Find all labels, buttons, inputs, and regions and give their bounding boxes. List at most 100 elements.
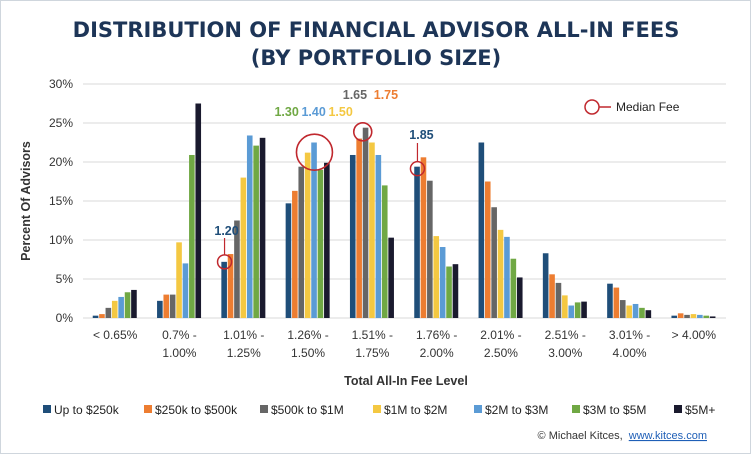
bar	[111, 300, 118, 318]
x-tick-label: 1.51% -	[352, 328, 393, 342]
median-circle	[352, 122, 373, 142]
y-tick-label: 10%	[49, 233, 73, 247]
bar	[246, 135, 253, 318]
x-tick-label: < 0.65%	[93, 328, 138, 342]
median-label: 1.20	[214, 224, 238, 238]
bar	[163, 294, 170, 318]
x-axis-label: Total All-In Fee Level	[344, 374, 468, 388]
bar	[619, 300, 626, 318]
bar	[381, 185, 388, 318]
median-legend-label: Median Fee	[616, 100, 680, 114]
chart-subtitle: (BY PORTFOLIO SIZE)	[251, 46, 501, 70]
bar	[613, 287, 620, 318]
bar	[703, 315, 710, 318]
legend-swatch	[674, 405, 682, 413]
bar	[574, 302, 581, 318]
bar	[221, 261, 227, 318]
median-label: 1.75	[374, 88, 398, 102]
x-tick-label: 1.00%	[162, 346, 196, 360]
bar	[285, 203, 292, 318]
bar	[433, 236, 440, 318]
median-label: 1.65	[343, 88, 367, 102]
legend-label: $2M to $3M	[485, 403, 548, 417]
bar	[562, 295, 568, 318]
bar	[549, 274, 555, 318]
bar	[491, 207, 497, 318]
footer-link[interactable]: www.kitces.com	[628, 430, 707, 442]
footer-credit: © Michael Kitces, www.kitces.com	[538, 430, 707, 442]
bar	[118, 296, 124, 318]
bar	[362, 127, 369, 319]
bar	[324, 162, 330, 318]
bar	[446, 266, 452, 318]
footer-credit-text: © Michael Kitces,	[538, 430, 623, 442]
bar	[684, 314, 690, 318]
legend-swatch	[474, 405, 482, 413]
x-tick-label: 2.01% -	[480, 328, 521, 342]
x-tick-label: 2.50%	[484, 346, 518, 360]
legend-swatch	[43, 405, 51, 413]
bar	[92, 315, 99, 318]
bar	[510, 258, 517, 318]
legend-label: $250k to $500k	[155, 403, 238, 417]
bar	[105, 307, 112, 318]
y-tick-label: 30%	[49, 77, 73, 91]
bar	[189, 154, 195, 318]
y-axis-label: Percent Of Advisors	[19, 141, 33, 261]
bar	[182, 263, 189, 318]
bar	[632, 303, 639, 318]
x-tick-label: 2.51% -	[545, 328, 586, 342]
bar	[176, 242, 182, 318]
legend-swatch	[373, 405, 381, 413]
legend-label: $500k to $1M	[271, 403, 344, 417]
bar	[227, 254, 234, 318]
x-tick-label: 3.01% -	[609, 328, 650, 342]
median-legend-circle-icon	[584, 99, 600, 115]
x-tick-label: 1.01% -	[223, 328, 264, 342]
bar	[639, 307, 645, 318]
bar	[349, 154, 356, 318]
bar	[356, 138, 362, 318]
legend-label: $5M+	[685, 403, 715, 417]
x-tick-label: 3.00%	[548, 346, 582, 360]
bar	[452, 264, 459, 318]
bar	[484, 181, 491, 318]
bar	[414, 166, 420, 318]
legend: Up to $250k $250k to $500k $500k to $1M $1M…	[43, 403, 715, 417]
bar	[388, 237, 394, 318]
bar	[607, 283, 613, 318]
bar	[709, 316, 716, 318]
bar	[259, 137, 266, 318]
median-label: 1.50	[328, 105, 352, 119]
x-tick-label: 1.26% -	[287, 328, 328, 342]
x-tick-label: 2.00%	[420, 346, 454, 360]
bar	[253, 145, 259, 318]
y-tick-label: 5%	[56, 272, 74, 286]
chart-title: DISTRIBUTION OF FINANCIAL ADVISOR ALL-IN…	[73, 18, 680, 42]
bar	[677, 313, 684, 318]
bar	[292, 190, 298, 318]
x-tick-label: > 4.00%	[672, 328, 717, 342]
bar	[427, 180, 433, 318]
bar	[420, 157, 427, 318]
bar	[516, 277, 523, 318]
x-tick-label: 0.7% -	[162, 328, 197, 342]
grid-layer: 0% 5% 10% 15% 20% 25% 30% < 0.65% 0.7% - 1.00% 1.0…	[49, 77, 726, 360]
legend-label: Up to $250k	[54, 403, 120, 417]
bar	[311, 142, 317, 318]
y-tick-label: 20%	[49, 155, 73, 169]
legend-swatch	[144, 405, 152, 413]
bar	[581, 301, 587, 318]
bar	[99, 314, 105, 318]
bar	[298, 166, 305, 318]
bar	[369, 142, 375, 318]
bar	[497, 229, 504, 318]
bar	[690, 314, 697, 318]
bar	[645, 310, 652, 318]
y-tick-label: 0%	[56, 311, 74, 325]
bar	[195, 103, 202, 318]
bar	[439, 247, 446, 318]
bar	[157, 300, 163, 318]
